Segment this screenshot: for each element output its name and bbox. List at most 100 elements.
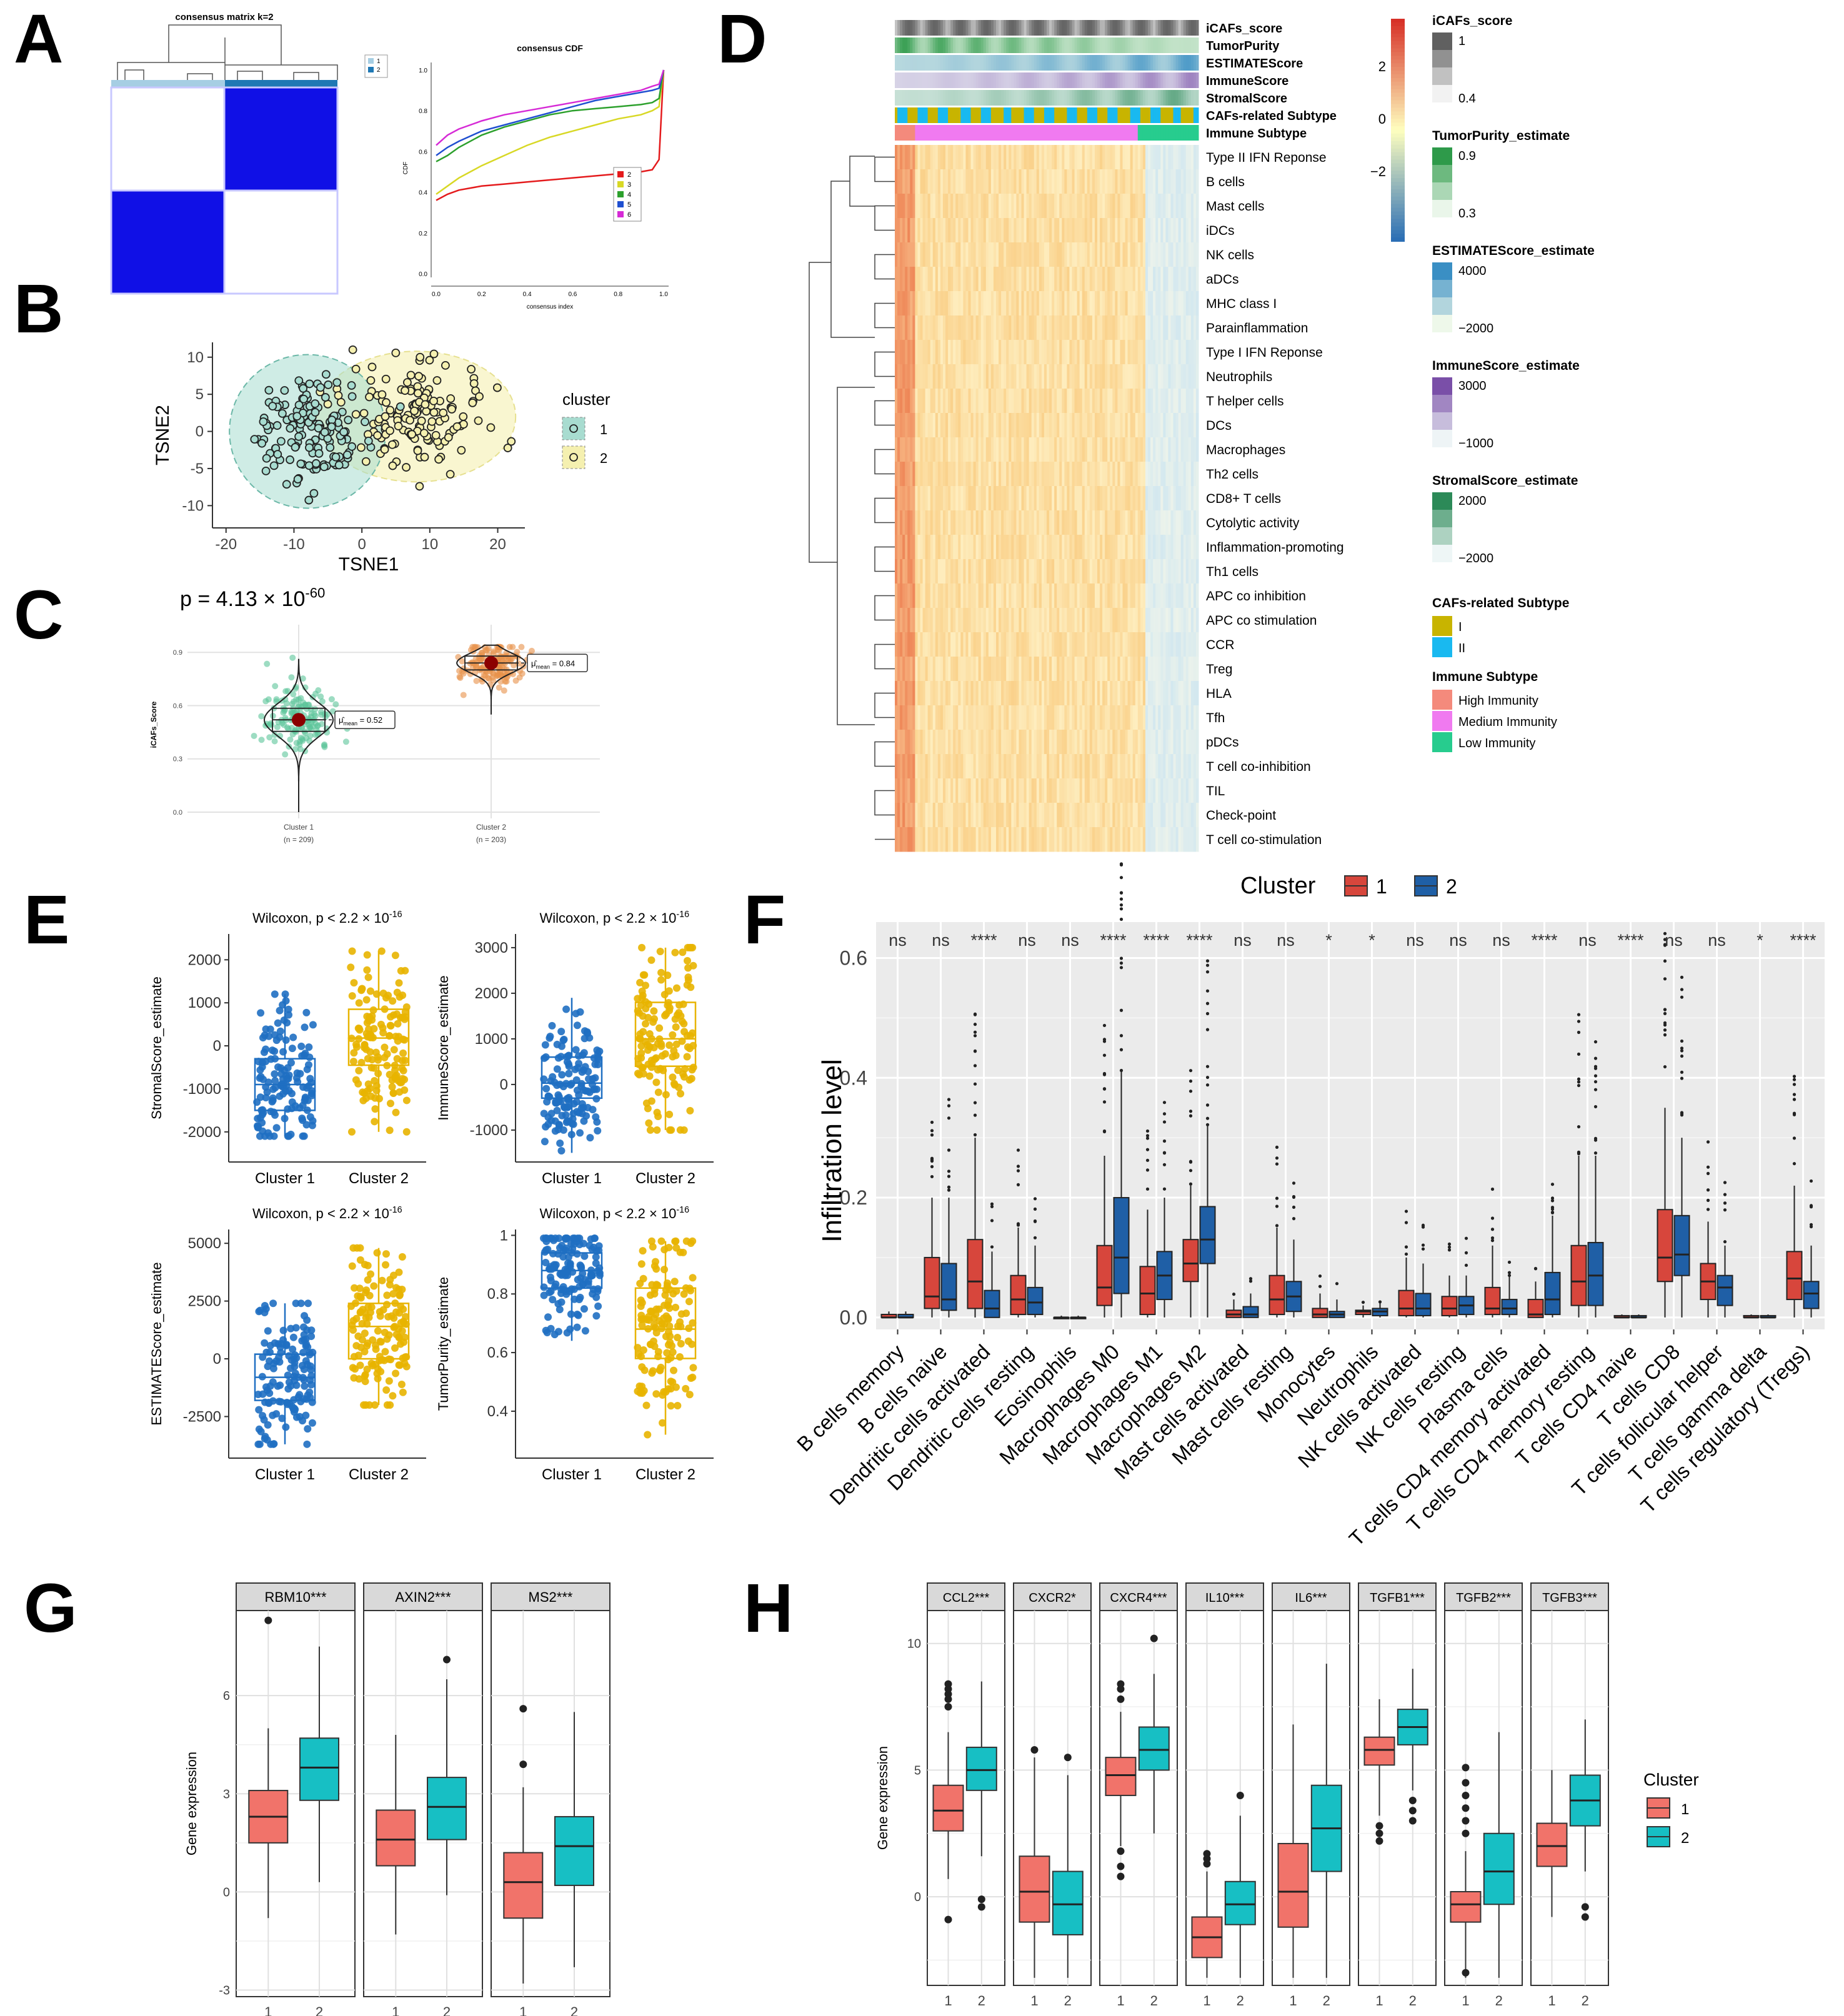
heatmap-cell — [1183, 413, 1187, 438]
annotation-cell — [1031, 37, 1035, 53]
heatmap-cell — [942, 705, 946, 730]
heatmap-cell — [1160, 559, 1164, 584]
annotation-cell — [932, 90, 936, 106]
heatmap-cell — [978, 608, 982, 633]
heatmap-cell — [940, 657, 944, 682]
heatmap-cell — [1034, 218, 1037, 243]
heatmap-cell — [988, 364, 992, 389]
heatmap-cell — [963, 145, 966, 170]
tsne-y-tick: -5 — [191, 460, 204, 477]
heatmap-cell — [940, 242, 944, 267]
heatmap-cell — [1165, 583, 1169, 608]
annotation-cell — [1036, 107, 1040, 123]
annotation-cell — [1001, 125, 1004, 141]
heatmap-cell — [945, 462, 949, 487]
heatmap-cell — [942, 389, 946, 414]
heatmap-cell — [990, 632, 994, 657]
heatmap-cell — [1132, 364, 1136, 389]
heatmap-cell — [1142, 242, 1146, 267]
heatmap-cell — [996, 364, 999, 389]
annotation-cell — [1089, 90, 1093, 106]
annotation-cell — [990, 37, 994, 53]
heatmap-cell — [955, 486, 959, 511]
heatmap-cell — [1041, 462, 1045, 487]
heatmap-cell — [935, 462, 939, 487]
heatmap-cell — [1115, 389, 1118, 414]
heatmap-cell — [1107, 364, 1110, 389]
heatmap-cell — [1019, 364, 1022, 389]
heatmap-cell — [1029, 267, 1032, 292]
heatmap-cell — [1122, 267, 1126, 292]
heatmap-cell — [1094, 145, 1098, 170]
heatmap-cell — [1127, 754, 1131, 779]
heatmap-cell — [1105, 632, 1108, 657]
heatmap-cell — [993, 267, 997, 292]
annotation-cell — [912, 72, 915, 88]
heatmap-cell — [1011, 510, 1014, 535]
heatmap-cell — [948, 389, 951, 414]
heatmap-cell — [1001, 486, 1004, 511]
annotation-cell — [1079, 72, 1083, 88]
heatmap-cell — [1004, 632, 1007, 657]
heatmap-cell — [945, 291, 949, 316]
heatmap-cell — [960, 340, 964, 365]
heatmap-cell — [1148, 242, 1151, 267]
heatmap-cell — [927, 169, 931, 194]
heatmap-cell — [1036, 267, 1040, 292]
heatmap-cell — [985, 583, 989, 608]
heatmap-cell — [1110, 583, 1113, 608]
heatmap-cell — [1041, 559, 1045, 584]
heatmap-cell — [1145, 632, 1149, 657]
annotation-cell — [1132, 55, 1136, 71]
heatmap-cell — [932, 340, 936, 365]
heatmap-cell — [978, 705, 982, 730]
heatmap-cell — [960, 778, 964, 803]
annotation-cell — [988, 125, 992, 141]
heatmap-cell — [958, 486, 961, 511]
heatmap-row-label: NK cells — [1206, 248, 1254, 262]
heatmap-cell — [905, 169, 908, 194]
heatmap-cell — [963, 413, 966, 438]
heatmap-cell — [948, 267, 951, 292]
annotation-cell — [1158, 107, 1161, 123]
heatmap-cell — [1077, 242, 1080, 267]
heatmap-cell — [1021, 242, 1025, 267]
heatmap-cell — [905, 559, 908, 584]
annotation-cell — [1150, 20, 1154, 36]
heatmap-cell — [1069, 583, 1072, 608]
annotation-cell — [910, 72, 913, 88]
heatmap-cell — [940, 803, 944, 828]
tsne-point — [427, 417, 437, 426]
heatmap-cell — [945, 510, 949, 535]
dendrogram — [117, 24, 338, 80]
heatmap-cell — [902, 778, 905, 803]
heatmap-cell — [1195, 510, 1199, 535]
heatmap-cell — [1150, 803, 1154, 828]
heatmap-cell — [983, 169, 987, 194]
heatmap-cell — [978, 778, 982, 803]
heatmap-cell — [1165, 242, 1169, 267]
heatmap-cell — [900, 778, 903, 803]
heatmap-cell — [1115, 437, 1118, 462]
heatmap-cell — [1193, 657, 1197, 682]
annotation-cell — [1160, 90, 1164, 106]
heatmap-cell — [932, 267, 936, 292]
heatmap-cell — [980, 657, 984, 682]
heatmap-cell — [1160, 657, 1164, 682]
heatmap-cell — [996, 267, 999, 292]
heatmap-cell — [1009, 194, 1012, 219]
tsne-point — [344, 415, 353, 425]
heatmap-cell — [1001, 754, 1004, 779]
annotation-cell — [999, 37, 1002, 53]
heatmap-cell — [932, 632, 936, 657]
heatmap-cell — [1140, 559, 1144, 584]
heatmap-cell — [1125, 559, 1129, 584]
heatmap-cell — [1135, 486, 1139, 511]
heatmap-cell — [1026, 218, 1030, 243]
heatmap-cell — [940, 559, 944, 584]
heatmap-cell — [1175, 145, 1179, 170]
heatmap-cell — [1188, 462, 1192, 487]
heatmap-cell — [897, 681, 900, 706]
heatmap-cell — [1094, 754, 1098, 779]
